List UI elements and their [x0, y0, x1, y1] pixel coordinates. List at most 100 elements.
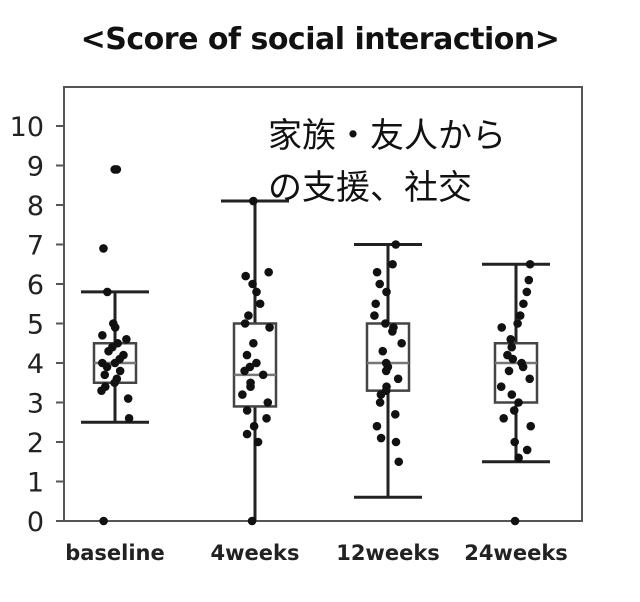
- data-point: [247, 516, 257, 526]
- data-point: [375, 279, 385, 289]
- data-point: [249, 338, 258, 348]
- data-point: [507, 342, 517, 352]
- data-point: [391, 437, 401, 447]
- data-point: [510, 516, 520, 526]
- data-point: [525, 374, 534, 384]
- data-point: [240, 366, 249, 376]
- annotation-line-1: 家族・友人から: [268, 116, 506, 156]
- data-point: [110, 358, 120, 368]
- data-point: [241, 271, 250, 281]
- data-point: [104, 346, 113, 356]
- data-point: [522, 445, 532, 455]
- data-point: [514, 453, 523, 463]
- data-point: [248, 279, 257, 289]
- data-point: [255, 299, 265, 309]
- data-point: [510, 437, 519, 447]
- data-point: [258, 370, 268, 380]
- data-point: [376, 433, 386, 443]
- y-tick-label: 5: [27, 310, 44, 341]
- y-tick-label: 10: [10, 112, 44, 143]
- data-point: [388, 259, 397, 269]
- data-point: [499, 414, 508, 423]
- data-point: [381, 366, 391, 376]
- chart-title: <Score of social interaction>: [80, 22, 560, 57]
- y-tick-label: 3: [27, 389, 44, 420]
- chart-annotation: 家族・友人から の支援、社交: [268, 110, 506, 214]
- data-point: [526, 421, 536, 431]
- box-iqr: [232, 322, 278, 408]
- plot-frame: [63, 86, 583, 522]
- data-point: [100, 370, 110, 380]
- y-tick-label: 8: [27, 191, 44, 222]
- data-point: [509, 406, 519, 415]
- data-point: [372, 267, 382, 277]
- data-point: [518, 362, 528, 372]
- data-point: [513, 319, 522, 328]
- data-point: [123, 394, 133, 403]
- data-point: [381, 319, 390, 328]
- y-tick-label: 1: [27, 468, 44, 499]
- data-point: [249, 421, 259, 431]
- data-point: [122, 335, 131, 344]
- data-point: [252, 287, 261, 297]
- data-point: [391, 240, 401, 249]
- y-tick-label: 0: [27, 507, 44, 538]
- data-point: [515, 311, 525, 320]
- data-point: [240, 319, 250, 328]
- data-point: [115, 366, 125, 376]
- data-point: [508, 354, 518, 364]
- data-point: [102, 362, 112, 372]
- data-point: [265, 323, 274, 332]
- y-tick-label: 2: [27, 428, 44, 459]
- data-point: [378, 346, 388, 356]
- data-point: [112, 165, 122, 174]
- data-point: [375, 398, 385, 407]
- data-point: [376, 390, 386, 399]
- data-point: [519, 299, 528, 309]
- x-category-label: 12weeks: [336, 541, 440, 565]
- data-point: [394, 457, 404, 467]
- y-tick-label: 7: [27, 231, 44, 262]
- data-point: [264, 267, 273, 277]
- box-iqr: [493, 342, 539, 404]
- data-point: [393, 374, 403, 384]
- data-point: [124, 414, 134, 423]
- y-tick-label: 9: [27, 152, 44, 183]
- annotation-line-2: の支援、社交: [268, 168, 472, 208]
- data-point: [103, 287, 112, 297]
- data-point: [242, 406, 252, 415]
- data-point: [253, 437, 263, 447]
- data-point: [263, 398, 273, 407]
- data-point: [524, 275, 534, 285]
- data-point: [98, 331, 107, 340]
- data-point: [388, 327, 397, 336]
- data-point: [371, 299, 381, 309]
- data-point: [262, 414, 271, 423]
- y-tick-label: 4: [27, 349, 44, 380]
- box-iqr: [365, 322, 411, 392]
- data-point: [504, 366, 514, 376]
- data-point: [514, 398, 523, 407]
- data-point: [496, 382, 506, 392]
- data-point: [110, 323, 120, 332]
- data-point: [242, 350, 252, 360]
- data-point: [370, 311, 379, 320]
- y-tick-label: 6: [27, 270, 44, 301]
- data-point: [99, 244, 108, 253]
- x-category-label: baseline: [65, 541, 165, 565]
- data-point: [246, 382, 255, 392]
- data-point: [238, 390, 247, 399]
- data-point: [506, 335, 516, 344]
- data-point: [382, 287, 391, 297]
- x-category-label: 24weeks: [464, 541, 568, 565]
- data-point: [110, 378, 119, 388]
- data-point: [252, 358, 261, 368]
- data-point: [507, 390, 517, 399]
- data-point: [249, 196, 258, 206]
- data-point: [242, 429, 252, 439]
- x-category-label: 4weeks: [211, 541, 300, 565]
- data-point: [390, 410, 400, 419]
- data-point: [525, 259, 535, 269]
